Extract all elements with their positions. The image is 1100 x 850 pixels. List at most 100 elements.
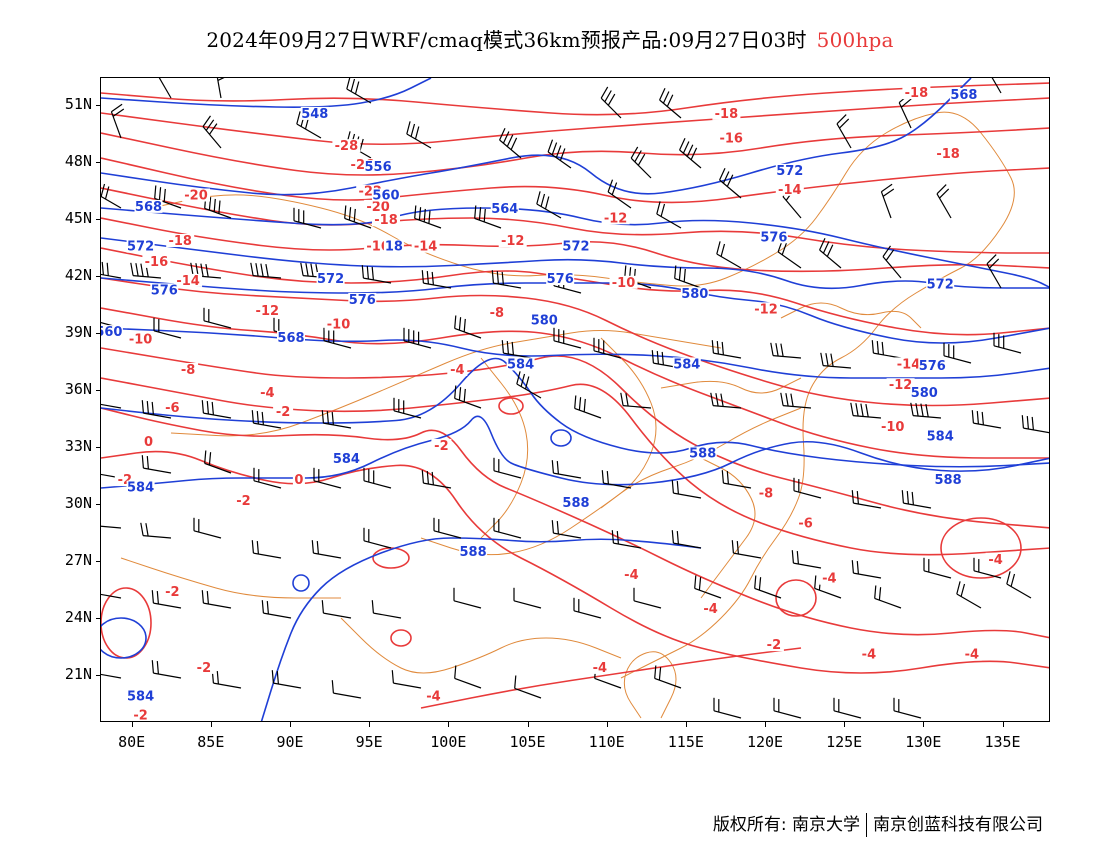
wind-barb-staff	[158, 78, 172, 99]
wind-barb-feather	[694, 575, 697, 589]
wind-barb-feather	[850, 402, 854, 416]
height-contour-label-background	[562, 495, 590, 509]
wind-barb	[433, 517, 462, 539]
height-contour-label: 18	[385, 240, 403, 255]
wind-barb-feather	[906, 491, 909, 505]
wind-barb-staff	[574, 407, 602, 419]
height-contour-label: 572	[776, 164, 803, 179]
wind-barb-feather	[423, 208, 426, 222]
wind-barb-feather	[366, 266, 369, 280]
wind-barb-feather	[454, 385, 457, 399]
wind-barb-staff	[204, 462, 232, 474]
wind-barb-feather	[791, 550, 794, 564]
wind-barb-staff	[101, 525, 122, 529]
wind-barb-staff	[514, 687, 542, 699]
wind-barb-staff	[783, 405, 812, 409]
wind-barb-feather	[910, 402, 914, 416]
height-contour-label: 588	[935, 473, 962, 488]
wind-barb	[140, 522, 172, 539]
height-contour-label: 564	[491, 202, 518, 217]
wind-barb	[414, 205, 442, 229]
wind-barb-feather	[900, 98, 912, 108]
wind-barb-feather	[371, 266, 374, 280]
height-contour-label-background	[506, 357, 535, 371]
wind-barb-staff	[203, 602, 232, 609]
wind-barb	[536, 191, 562, 219]
wind-barb-feather	[607, 93, 616, 106]
wind-barb	[363, 527, 392, 549]
lat-tick-mark	[96, 219, 101, 221]
height-contour-label: 556	[365, 160, 392, 175]
wind-barb	[344, 205, 372, 229]
wind-barb-staff	[153, 672, 182, 679]
temperature-isotherm	[101, 450, 1049, 674]
temperature-contour-label: -12	[256, 304, 279, 319]
wind-barb	[153, 317, 182, 339]
temperature-contour-label-background	[589, 660, 610, 674]
temperature-contour-label: -16	[719, 132, 743, 147]
wind-barb	[253, 467, 282, 489]
wind-barb-feather	[871, 340, 874, 354]
chart-title: 2024年09月27日WRF/cmaq模式36km预报产品:09月27日03时 5…	[0, 24, 1100, 53]
height-contour-label: 572	[127, 240, 154, 255]
temperature-contour-label: -4	[965, 648, 979, 663]
temperature-contour-label-background	[162, 585, 183, 598]
wind-barb	[101, 261, 122, 279]
wind-barb-staff	[454, 677, 482, 689]
wind-barb-feather	[501, 340, 504, 354]
temperature-isotherm	[101, 407, 1049, 639]
temperature-contour-label-background	[961, 647, 982, 661]
geopotential-height-contour	[101, 78, 432, 108]
height-contour-label-background	[672, 357, 701, 371]
temperature-contour-label: -4	[988, 553, 1002, 568]
wind-barb-feather	[556, 521, 559, 535]
wind-barb-feather	[574, 395, 577, 409]
wind-barb-feather	[716, 341, 719, 355]
temperature-contour-label: -4	[862, 648, 876, 663]
copyright-text: 版权所有: 南京大学	[712, 815, 860, 835]
wind-barb	[101, 183, 122, 209]
wind-barb-feather	[976, 411, 979, 425]
temperature-contour-label-background	[142, 435, 155, 449]
wind-barb-feather	[511, 341, 514, 355]
height-contour-label-background	[150, 283, 179, 297]
temperature-contour-label-background	[411, 239, 440, 253]
wind-barb-feather	[616, 531, 619, 545]
wind-barb	[671, 530, 702, 549]
height-contour-label: 584	[127, 689, 154, 704]
wind-barb-feather	[780, 392, 784, 406]
wind-barb-feather	[1006, 571, 1011, 585]
wind-barb-feather	[925, 403, 929, 418]
wind-barb	[371, 600, 402, 619]
wind-barb-feather	[211, 401, 214, 415]
temperature-contour-label-background	[372, 213, 400, 227]
wind-barb-feather	[796, 551, 799, 565]
temperature-contour-label: -12	[889, 378, 913, 393]
wind-barb-feather	[463, 388, 466, 402]
height-contour-label-background	[300, 106, 329, 120]
wind-barb-feather	[901, 490, 904, 504]
boundary-lines	[120, 111, 1015, 719]
wind-barb	[574, 395, 602, 419]
wind-barb-feather	[261, 600, 264, 614]
wind-barb-staff	[733, 552, 762, 559]
wind-barb-feather	[911, 491, 914, 505]
wind-barb-feather	[104, 186, 110, 200]
wind-barb-feather	[674, 265, 677, 279]
wind-barb	[101, 593, 122, 599]
wind-barb-feather	[775, 343, 779, 357]
wind-barb-feather	[915, 403, 919, 417]
wind-barb-feather	[344, 205, 347, 219]
wind-barb-feather	[583, 398, 586, 412]
wind-barb-feather	[882, 188, 895, 197]
wind-barb-feather	[726, 174, 734, 187]
wind-barb-feather	[770, 342, 774, 356]
height-contour-label-background	[759, 230, 788, 244]
boundary-line	[150, 111, 1015, 679]
wind-barb-feather	[354, 81, 360, 95]
lon-tick-mark	[685, 722, 687, 727]
wind-barb-staff	[679, 149, 702, 169]
wind-barb	[716, 241, 742, 269]
wind-barb-feather	[156, 661, 159, 675]
wind-barb-feather	[785, 393, 789, 407]
